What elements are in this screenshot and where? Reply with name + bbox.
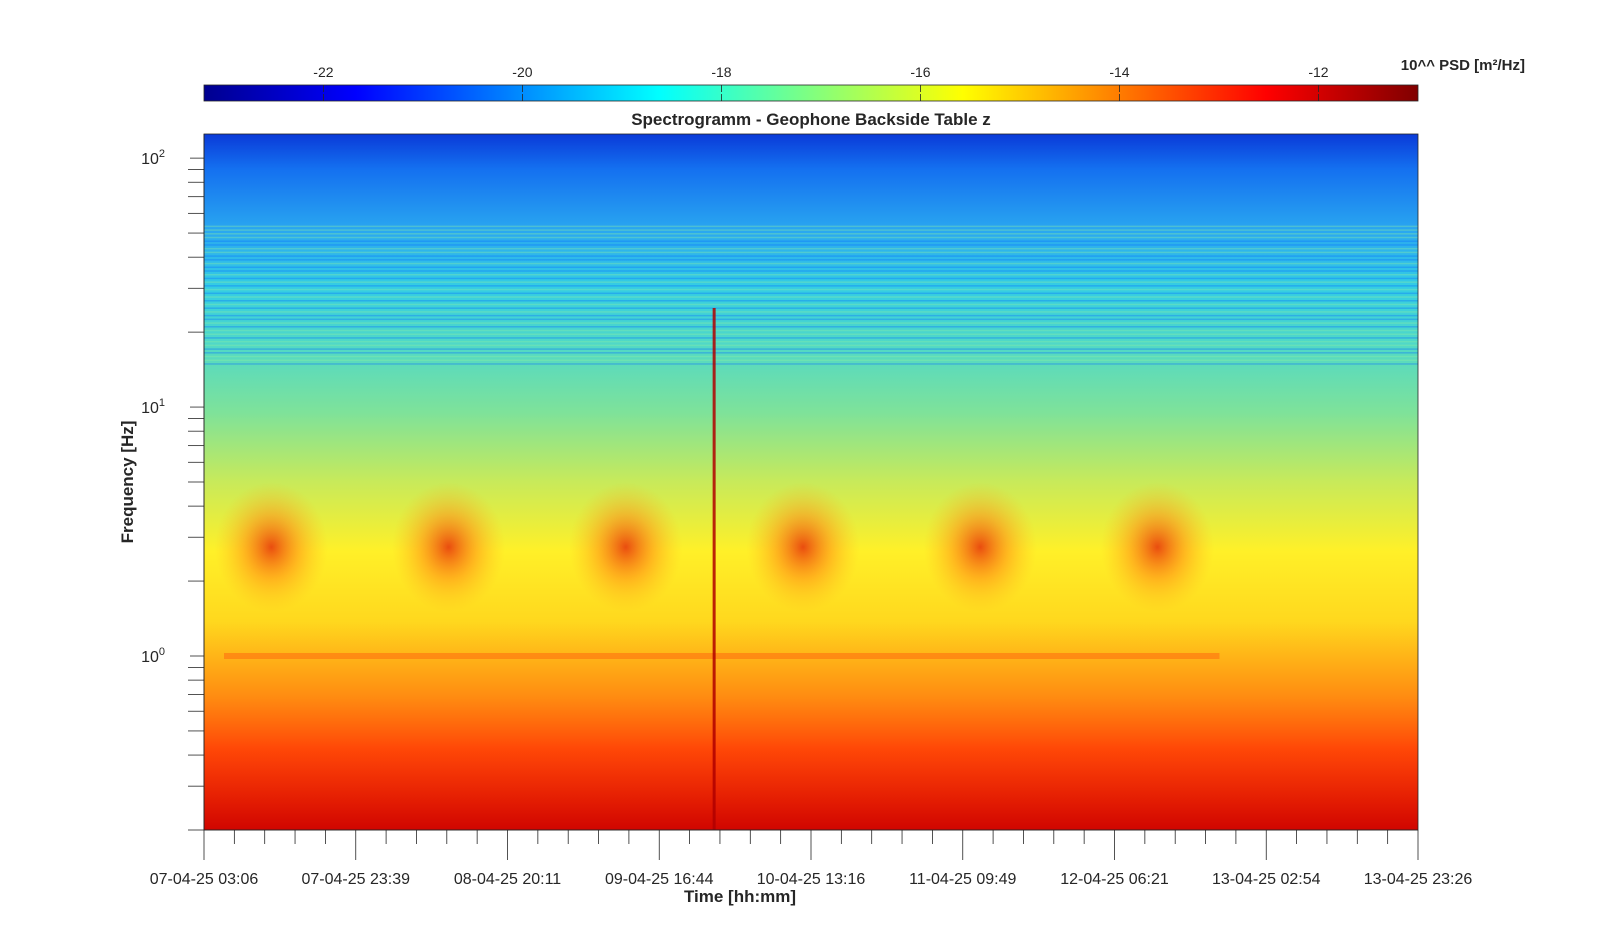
- tonal-stripe: [204, 281, 1418, 283]
- tonal-stripe: [204, 340, 1418, 343]
- x-tick-label: 10-04-25 13:16: [757, 871, 866, 888]
- tonal-line-1hz: [224, 653, 1220, 659]
- activity-blob: [746, 481, 860, 613]
- tonal-stripe: [204, 296, 1418, 298]
- x-tick-label: 09-04-25 16:44: [605, 871, 714, 888]
- tonal-stripe: [204, 329, 1418, 332]
- tonal-stripe: [204, 299, 1418, 302]
- tonal-stripe: [204, 355, 1418, 358]
- tonal-stripe: [204, 288, 1418, 291]
- activity-blob: [923, 481, 1037, 613]
- colorbar-label: 10^^ PSD [m²/Hz]: [1401, 57, 1525, 74]
- x-axis-label: Time [hh:mm]: [684, 887, 796, 906]
- tonal-stripe: [204, 236, 1418, 239]
- tonal-stripe: [204, 270, 1418, 272]
- x-tick-label: 12-04-25 06:21: [1060, 871, 1169, 888]
- colorbar-tick-label: -18: [711, 64, 731, 80]
- tonal-stripe: [204, 229, 1418, 231]
- y-axis: 100 101 102: [141, 134, 205, 831]
- tonal-stripe: [204, 225, 1418, 228]
- tonal-stripe: [204, 352, 1418, 354]
- colorbar-tick-label: -12: [1308, 64, 1328, 80]
- colorbar-ticks: -22 -20 -18 -16 -14 -12: [313, 64, 1329, 101]
- colorbar-tick-label: -14: [1109, 64, 1129, 80]
- tonal-stripe: [204, 344, 1418, 347]
- tonal-stripe: [204, 326, 1418, 328]
- tonal-stripe: [204, 251, 1418, 254]
- tonal-stripe: [204, 314, 1418, 317]
- activity-blob: [214, 481, 329, 613]
- colorbar-tick-label: -20: [512, 64, 532, 80]
- activity-blob: [391, 481, 506, 613]
- tonal-stripe: [204, 262, 1418, 265]
- x-tick-label: 11-04-25 09:49: [909, 871, 1016, 888]
- chart-title: Spectrogramm - Geophone Backside Table z: [631, 110, 991, 129]
- tonal-stripe: [204, 247, 1418, 250]
- tonal-stripe: [204, 259, 1418, 261]
- y-axis-label: Frequency [Hz]: [118, 421, 137, 544]
- tonal-stripe: [204, 273, 1418, 276]
- spectrogram-features: [204, 225, 1418, 830]
- x-tick-label: 08-04-25 20:11: [454, 871, 561, 888]
- tonal-stripe: [204, 292, 1418, 295]
- y-tick-label: 102: [141, 148, 165, 168]
- x-axis: 07-04-25 03:06 07-04-25 23:39 08-04-25 20:…: [150, 829, 1473, 888]
- tonal-stripe: [204, 266, 1418, 269]
- tonal-stripe: [204, 307, 1418, 309]
- tonal-stripe: [204, 311, 1418, 313]
- tonal-stripe: [204, 285, 1418, 287]
- transient-line: [712, 308, 716, 830]
- tonal-stripe: [204, 348, 1418, 350]
- tonal-stripe: [204, 303, 1418, 306]
- activity-blob: [569, 481, 683, 613]
- tonal-stripe: [204, 244, 1418, 246]
- tonal-stripe: [204, 255, 1418, 257]
- y-tick-label: 100: [141, 646, 165, 666]
- x-tick-label: 13-04-25 02:54: [1212, 871, 1321, 888]
- spectrogram-plot: [204, 134, 1418, 830]
- tonal-stripe: [204, 277, 1418, 280]
- tonal-stripe: [204, 359, 1418, 362]
- tonal-stripe: [204, 322, 1418, 324]
- tonal-stripe: [204, 337, 1418, 339]
- tonal-stripe: [204, 318, 1418, 321]
- x-tick-label: 13-04-25 23:26: [1364, 871, 1473, 888]
- colorbar: [203, 84, 1419, 102]
- colorbar-tick-label: -16: [910, 64, 930, 80]
- colorbar-tick-label: -22: [313, 64, 333, 80]
- tonal-stripe: [204, 240, 1418, 242]
- low-frequency-band: [204, 694, 1418, 830]
- tonal-stripe: [204, 333, 1418, 335]
- tonal-stripe: [204, 233, 1418, 235]
- x-tick-label: 07-04-25 23:39: [301, 871, 410, 888]
- tonal-stripe: [204, 363, 1418, 365]
- x-tick-label: 07-04-25 03:06: [150, 871, 259, 888]
- activity-blob: [1100, 481, 1215, 613]
- y-tick-label: 101: [141, 397, 165, 417]
